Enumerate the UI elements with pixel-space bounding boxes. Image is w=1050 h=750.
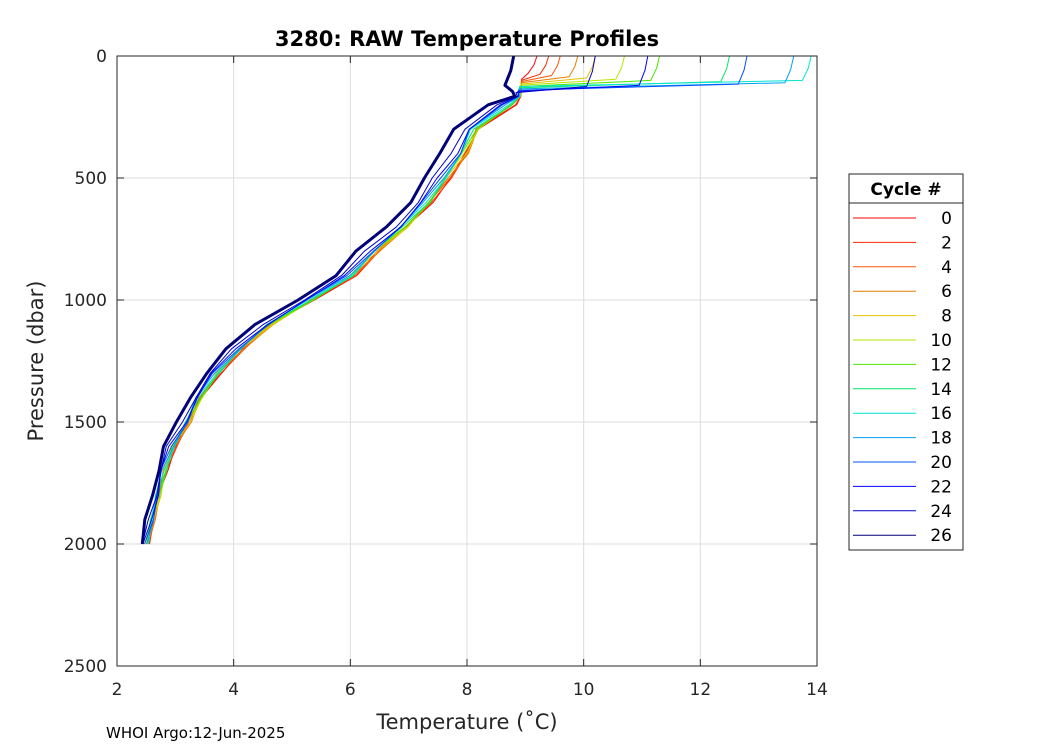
y-tick-label: 0: [96, 47, 107, 67]
x-tick-label: 14: [806, 680, 828, 700]
footer-credit: WHOI Argo:12-Jun-2025: [106, 724, 286, 742]
y-tick-label: 2000: [64, 535, 107, 555]
legend-label-cycle-8: 8: [941, 307, 952, 327]
legend-label-cycle-16: 16: [930, 404, 952, 424]
y-axis-ticks: 0 500 1000 1500 2000 2500: [64, 47, 817, 677]
x-tick-label: 12: [690, 680, 712, 700]
legend-label-cycle-22: 22: [930, 477, 952, 497]
x-tick-label: 4: [228, 680, 239, 700]
legend-label-cycle-14: 14: [930, 380, 952, 400]
x-axis-title: Temperature (˚C): [375, 710, 557, 734]
legend-label-cycle-4: 4: [941, 258, 952, 278]
legend-box: [848, 173, 964, 551]
legend-label-cycle-10: 10: [930, 331, 952, 351]
x-tick-label: 10: [573, 680, 595, 700]
x-axis-ticks: 2 4 6 8 10 12 14: [112, 56, 828, 700]
y-tick-label: 1500: [64, 413, 107, 433]
legend-label-cycle-24: 24: [930, 502, 952, 522]
x-tick-label: 6: [345, 680, 356, 700]
y-tick-label: 500: [75, 169, 107, 189]
chart-title: 3280: RAW Temperature Profiles: [275, 27, 659, 51]
legend-label-cycle-6: 6: [941, 282, 952, 302]
x-tick-label: 8: [462, 680, 473, 700]
series-line-cycle-26: [140, 56, 517, 545]
legend-label-cycle-20: 20: [930, 453, 952, 473]
series-line-cycle-22: [142, 56, 649, 545]
legend-label-cycle-2: 2: [941, 233, 952, 253]
series-line-cycle-24: [141, 56, 596, 545]
legend-label-cycle-26: 26: [930, 526, 952, 546]
grid: [117, 56, 817, 666]
legend-label-cycle-12: 12: [930, 355, 952, 375]
legend-title: Cycle #: [870, 180, 941, 200]
series-lines: [140, 56, 812, 545]
x-tick-label: 2: [112, 680, 123, 700]
legend-label-cycle-18: 18: [930, 429, 952, 449]
y-tick-label: 1000: [64, 291, 107, 311]
y-tick-label: 2500: [64, 657, 107, 677]
legend-label-cycle-0: 0: [941, 209, 952, 229]
y-axis-title: Pressure (dbar): [24, 281, 48, 442]
series-line-cycle-20: [144, 56, 748, 545]
